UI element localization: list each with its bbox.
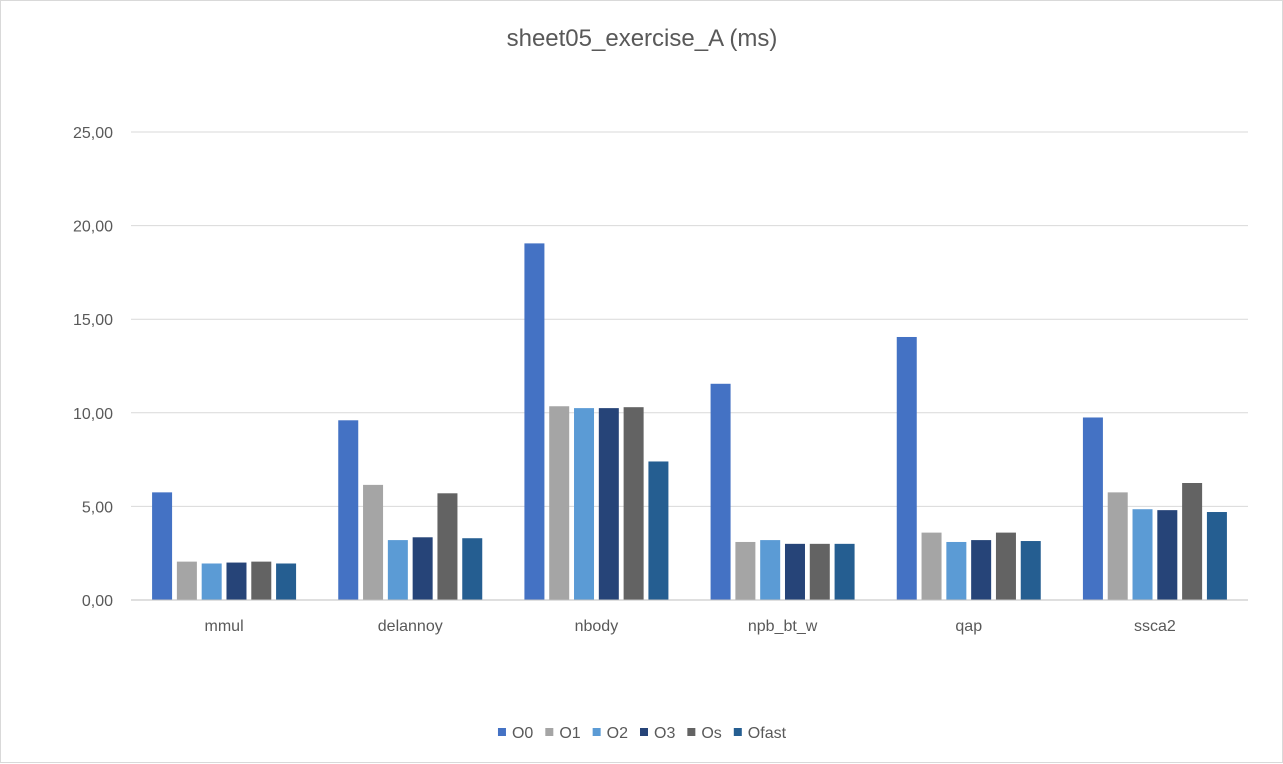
bar-qap-Ofast <box>1020 541 1041 600</box>
bar-ssca2-Ofast <box>1206 512 1227 600</box>
x-tick-label-nbody: nbody <box>575 618 619 635</box>
y-tick-label: 10,00 <box>73 406 113 423</box>
legend-label-Os: Os <box>701 725 721 742</box>
bar-ssca2-O1 <box>1107 492 1128 600</box>
bar-mmul-Ofast <box>276 563 297 600</box>
bar-qap-O1 <box>921 532 942 600</box>
bar-mmul-O3 <box>226 562 247 600</box>
legend-label-O3: O3 <box>654 725 675 742</box>
legend-swatch-O0 <box>497 728 506 736</box>
x-tick-label-qap: qap <box>955 618 982 635</box>
bar-ssca2-O2 <box>1132 509 1153 600</box>
y-tick-label: 5,00 <box>82 499 113 516</box>
legend-swatch-O2 <box>592 728 601 736</box>
gridlines <box>131 131 1248 507</box>
bar-ssca2-Os <box>1182 483 1203 600</box>
bar-npb_bt_w-Os <box>809 543 830 600</box>
bar-mmul-Os <box>251 561 272 600</box>
y-tick-label: 20,00 <box>73 219 113 236</box>
bar-nbody-Ofast <box>648 461 669 600</box>
chart-title: sheet05_exercise_A (ms) <box>507 25 778 52</box>
bar-mmul-O1 <box>176 561 197 600</box>
legend-swatch-O3 <box>640 728 648 736</box>
legend-label-O1: O1 <box>559 725 580 742</box>
bar-npb_bt_w-O1 <box>735 541 756 600</box>
x-axis-category-labels: mmul delannoy nbody npb_bt_w qap ssca2 <box>205 618 1176 635</box>
bar-npb_bt_w-O3 <box>784 543 805 600</box>
bar-nbody-O3 <box>598 408 619 600</box>
bar-mmul-O2 <box>201 563 222 600</box>
legend-label-O2: O2 <box>607 725 628 742</box>
bar-delannoy-O1 <box>363 484 384 600</box>
y-tick-label: 15,00 <box>73 312 113 329</box>
x-tick-label-mmul: mmul <box>205 618 244 635</box>
legend-swatch-Os <box>687 728 696 736</box>
bar-nbody-O0 <box>524 243 545 600</box>
legend-label-Ofast: Ofast <box>748 725 787 742</box>
y-axis-tick-labels: 0,00 5,00 10,00 15,00 20,00 25,00 <box>73 125 113 610</box>
bars <box>152 243 1227 600</box>
bar-delannoy-Os <box>437 493 458 600</box>
legend-swatch-Ofast <box>733 728 742 736</box>
bar-delannoy-O0 <box>338 420 359 600</box>
bar-delannoy-Ofast <box>462 538 483 600</box>
bar-delannoy-O2 <box>387 540 408 600</box>
bar-nbody-O1 <box>549 406 570 600</box>
y-tick-label: 25,00 <box>73 125 113 142</box>
bar-delannoy-O3 <box>412 537 433 600</box>
x-tick-label-npb_bt_w: npb_bt_w <box>748 618 818 635</box>
legend-label-O0: O0 <box>512 725 533 742</box>
legend: O0 O1 O2 O3 Os Ofast <box>497 725 787 742</box>
bar-npb_bt_w-O2 <box>760 540 781 600</box>
bar-qap-O3 <box>971 540 992 600</box>
legend-swatch-O1 <box>545 728 554 736</box>
bar-mmul-O0 <box>152 492 173 600</box>
bar-nbody-O2 <box>574 408 595 600</box>
bar-ssca2-O0 <box>1082 417 1103 600</box>
x-tick-label-ssca2: ssca2 <box>1134 618 1176 635</box>
bar-nbody-Os <box>623 407 644 600</box>
x-tick-label-delannoy: delannoy <box>378 618 443 635</box>
bar-npb_bt_w-Ofast <box>834 543 855 600</box>
bar-qap-O2 <box>946 541 967 600</box>
bar-npb_bt_w-O0 <box>710 383 731 600</box>
bar-qap-Os <box>995 532 1016 600</box>
y-tick-label: 0,00 <box>82 593 113 610</box>
bar-ssca2-O3 <box>1157 510 1178 600</box>
bar-qap-O0 <box>896 336 917 600</box>
